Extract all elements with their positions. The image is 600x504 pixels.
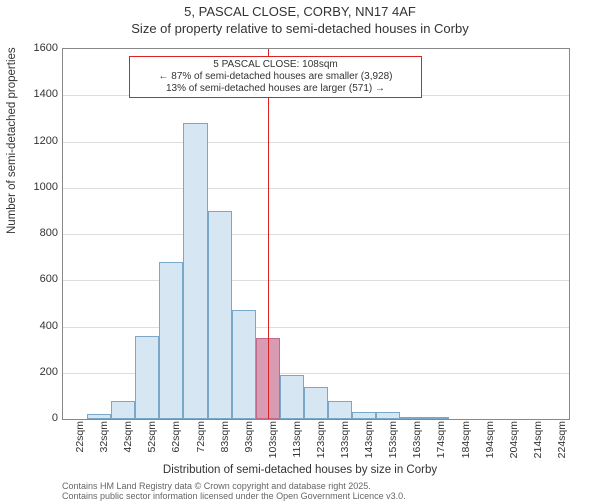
histogram-bar [111,401,135,420]
title-line1: 5, PASCAL CLOSE, CORBY, NN17 4AF [0,4,600,19]
annotation-line1: 5 PASCAL CLOSE: 108sqm [134,59,417,71]
histogram-bar [424,417,448,419]
gridline [63,327,569,328]
x-tick-label: 204sqm [508,421,520,471]
y-axis-label: Number of semi-detached properties [6,47,18,234]
gridline [63,188,569,189]
x-tick-label: 42sqm [122,421,134,471]
histogram-bar [352,412,376,419]
histogram-bar [159,262,183,419]
x-tick-label: 184sqm [460,421,472,471]
y-tick-label: 200 [18,366,58,378]
y-tick-label: 1000 [18,181,58,193]
y-tick-label: 600 [18,273,58,285]
x-tick-label: 103sqm [267,421,279,471]
x-tick-label: 113sqm [291,421,303,471]
histogram-bar [183,123,207,419]
x-tick-label: 133sqm [339,421,351,471]
x-tick-label: 214sqm [532,421,544,471]
x-tick-label: 52sqm [146,421,158,471]
footer-attribution: Contains HM Land Registry data © Crown c… [62,482,406,502]
histogram-bar [400,417,424,419]
histogram-bar [280,375,304,419]
gridline [63,234,569,235]
annotation-line3: 13% of semi-detached houses are larger (… [134,83,417,95]
x-tick-label: 83sqm [219,421,231,471]
histogram-bar [376,412,400,419]
title-line2: Size of property relative to semi-detach… [0,21,600,36]
x-tick-label: 194sqm [484,421,496,471]
y-tick-label: 0 [18,412,58,424]
x-tick-label: 174sqm [435,421,447,471]
x-tick-label: 72sqm [195,421,207,471]
reference-line [268,49,269,419]
x-tick-label: 22sqm [74,421,86,471]
y-tick-label: 800 [18,227,58,239]
x-tick-label: 143sqm [363,421,375,471]
gridline [63,142,569,143]
y-tick-label: 1600 [18,42,58,54]
annotation-line2: ← 87% of semi-detached houses are smalle… [134,71,417,83]
x-tick-label: 32sqm [98,421,110,471]
y-tick-label: 1400 [18,88,58,100]
gridline [63,280,569,281]
x-tick-label: 224sqm [556,421,568,471]
x-tick-label: 93sqm [243,421,255,471]
histogram-bar [328,401,352,420]
x-tick-label: 123sqm [315,421,327,471]
annotation-box: 5 PASCAL CLOSE: 108sqm← 87% of semi-deta… [129,56,422,98]
x-tick-label: 62sqm [170,421,182,471]
histogram-bar [304,387,328,419]
y-tick-label: 400 [18,320,58,332]
x-tick-label: 163sqm [411,421,423,471]
histogram-bar [232,310,256,419]
histogram-bar [87,414,111,419]
histogram-bar [135,336,159,419]
y-tick-label: 1200 [18,135,58,147]
x-tick-label: 153sqm [387,421,399,471]
footer-line2: Contains public sector information licen… [62,492,406,502]
chart-plot-area: 5 PASCAL CLOSE: 108sqm← 87% of semi-deta… [62,48,570,420]
histogram-bar [208,211,232,419]
